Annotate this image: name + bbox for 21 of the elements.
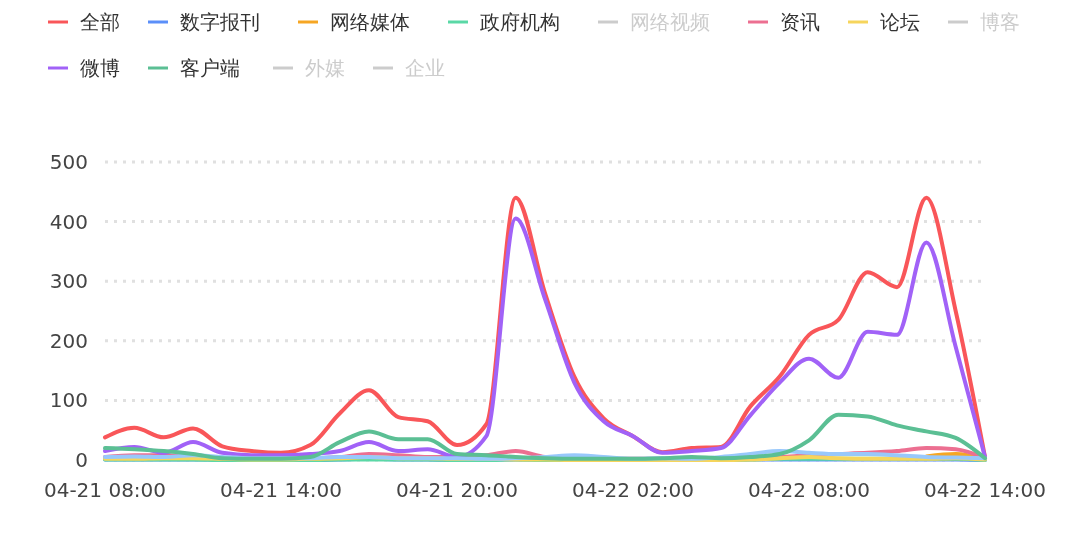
y-tick-label: 400 <box>49 209 88 234</box>
y-tick-label: 100 <box>49 388 88 413</box>
y-tick-label: 500 <box>49 150 88 174</box>
y-tick-label: 300 <box>49 269 88 294</box>
legend-label: 全部 <box>80 10 120 34</box>
x-tick-label: 04-21 08:00 <box>43 478 167 502</box>
y-tick-label: 200 <box>49 328 88 353</box>
legend-label: 政府机构 <box>480 10 560 34</box>
legend-label: 客户端 <box>180 56 240 80</box>
legend-label: 数字报刊 <box>180 10 260 34</box>
legend-label: 网络媒体 <box>330 10 410 34</box>
x-tick-label: 04-22 08:00 <box>747 478 871 502</box>
x-tick-label: 04-21 14:00 <box>219 478 343 502</box>
x-tick-label: 04-22 14:00 <box>923 478 1047 502</box>
legend-label: 论坛 <box>880 10 920 34</box>
legend-label: 资讯 <box>780 10 820 34</box>
x-tick-label: 04-21 20:00 <box>395 478 519 502</box>
legend-label: 微博 <box>80 56 120 80</box>
x-tick-label: 04-22 02:00 <box>571 478 695 502</box>
y-tick-label: 0 <box>75 448 88 472</box>
line-series <box>103 412 987 461</box>
